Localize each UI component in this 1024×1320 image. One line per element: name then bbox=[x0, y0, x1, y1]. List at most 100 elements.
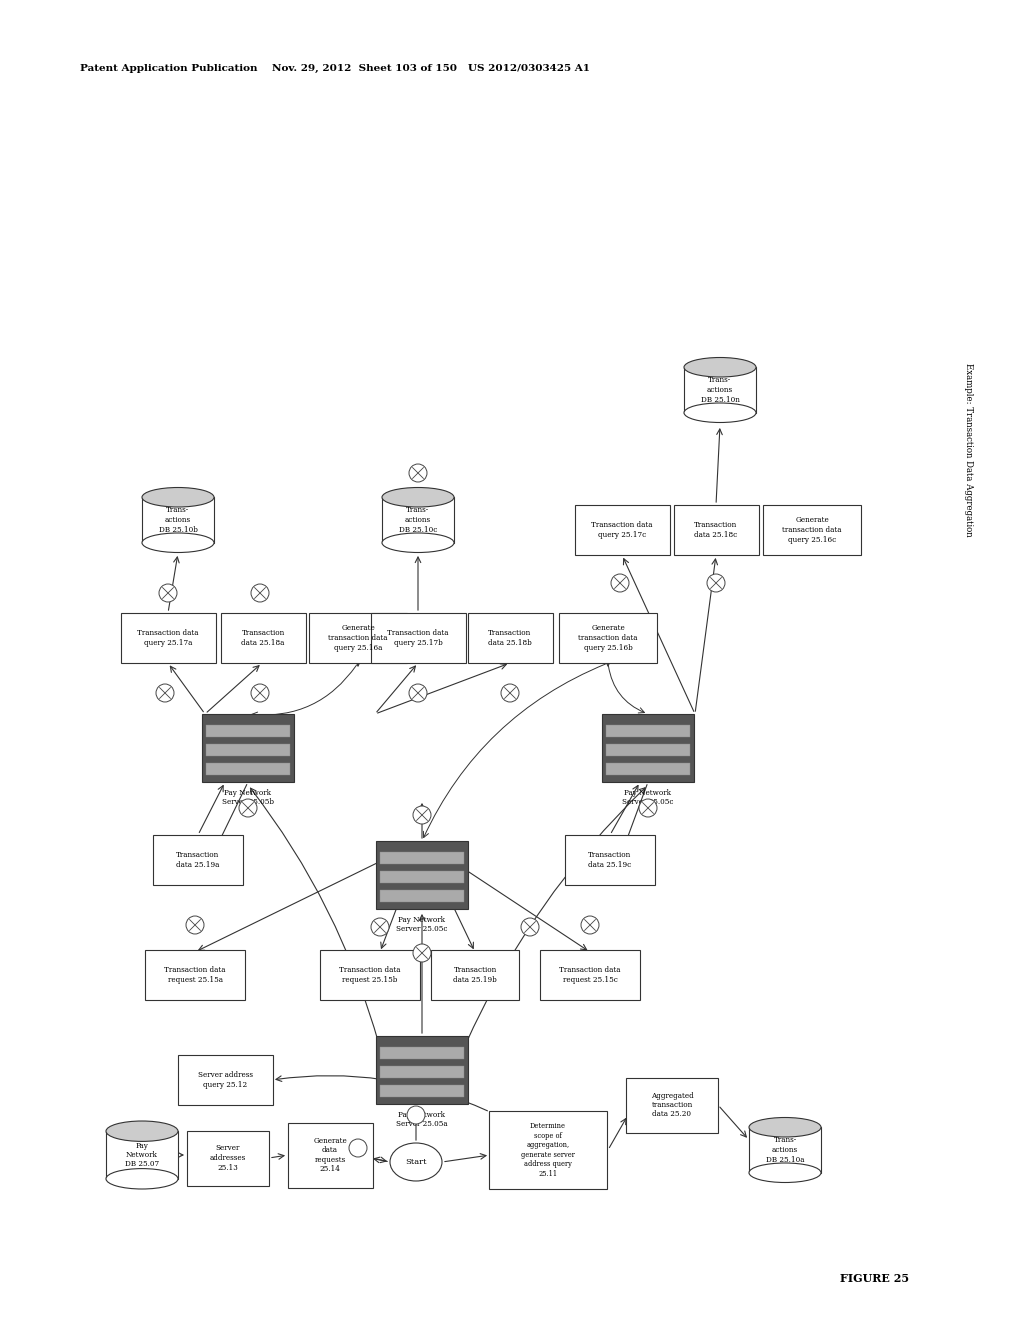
FancyBboxPatch shape bbox=[605, 763, 690, 775]
Text: Transaction data
query 25.17a: Transaction data query 25.17a bbox=[137, 630, 199, 647]
Polygon shape bbox=[106, 1131, 178, 1179]
FancyBboxPatch shape bbox=[565, 836, 655, 884]
Text: Pay Network
Server 25.05c: Pay Network Server 25.05c bbox=[623, 789, 674, 807]
Circle shape bbox=[639, 799, 657, 817]
FancyBboxPatch shape bbox=[468, 612, 553, 663]
Text: Aggregated
transaction
data 25.20: Aggregated transaction data 25.20 bbox=[650, 1092, 693, 1118]
Text: Trans-
actions
DB 25.10b: Trans- actions DB 25.10b bbox=[159, 507, 198, 533]
Circle shape bbox=[156, 684, 174, 702]
FancyBboxPatch shape bbox=[489, 1111, 607, 1189]
Text: Generate
transaction data
query 25.16a: Generate transaction data query 25.16a bbox=[329, 624, 388, 652]
FancyBboxPatch shape bbox=[206, 725, 291, 737]
FancyBboxPatch shape bbox=[605, 744, 690, 756]
Text: Server
addresses
25.13: Server addresses 25.13 bbox=[210, 1144, 246, 1172]
Ellipse shape bbox=[142, 533, 214, 553]
FancyBboxPatch shape bbox=[674, 506, 759, 554]
Text: Patent Application Publication    Nov. 29, 2012  Sheet 103 of 150   US 2012/0303: Patent Application Publication Nov. 29, … bbox=[80, 63, 590, 73]
Text: Server address
query 25.12: Server address query 25.12 bbox=[198, 1072, 253, 1089]
Circle shape bbox=[159, 583, 177, 602]
Text: Generate
transaction data
query 25.16c: Generate transaction data query 25.16c bbox=[782, 516, 842, 544]
FancyBboxPatch shape bbox=[206, 763, 291, 775]
Text: Transaction
data 25.18b: Transaction data 25.18b bbox=[488, 630, 531, 647]
FancyBboxPatch shape bbox=[605, 725, 690, 737]
Text: FIGURE 25: FIGURE 25 bbox=[840, 1272, 909, 1283]
Circle shape bbox=[501, 684, 519, 702]
FancyBboxPatch shape bbox=[540, 950, 640, 1001]
Text: Determine
scope of
aggregation,
generate server
address query
25.11: Determine scope of aggregation, generate… bbox=[521, 1122, 574, 1177]
Circle shape bbox=[581, 916, 599, 935]
Circle shape bbox=[409, 465, 427, 482]
Circle shape bbox=[407, 1106, 425, 1125]
FancyBboxPatch shape bbox=[602, 714, 694, 781]
Circle shape bbox=[413, 807, 431, 824]
Polygon shape bbox=[684, 367, 756, 413]
FancyBboxPatch shape bbox=[145, 950, 245, 1001]
Ellipse shape bbox=[106, 1168, 178, 1189]
Polygon shape bbox=[142, 498, 214, 543]
Circle shape bbox=[611, 574, 629, 591]
Text: Trans-
actions
DB 25.10c: Trans- actions DB 25.10c bbox=[398, 507, 437, 533]
Ellipse shape bbox=[382, 487, 454, 507]
Text: Trans-
actions
DB 25.10n: Trans- actions DB 25.10n bbox=[700, 376, 739, 404]
FancyBboxPatch shape bbox=[121, 612, 215, 663]
FancyBboxPatch shape bbox=[763, 506, 861, 554]
FancyBboxPatch shape bbox=[187, 1130, 269, 1185]
Ellipse shape bbox=[749, 1118, 821, 1137]
Circle shape bbox=[707, 574, 725, 591]
Ellipse shape bbox=[142, 487, 214, 507]
Circle shape bbox=[371, 917, 389, 936]
FancyBboxPatch shape bbox=[574, 506, 670, 554]
Text: Pay Network
Server 25.05c: Pay Network Server 25.05c bbox=[396, 916, 447, 933]
Text: Transaction data
query 25.17c: Transaction data query 25.17c bbox=[591, 521, 652, 539]
FancyBboxPatch shape bbox=[559, 612, 657, 663]
Ellipse shape bbox=[106, 1121, 178, 1142]
FancyBboxPatch shape bbox=[380, 1067, 464, 1078]
Ellipse shape bbox=[390, 1143, 442, 1181]
Text: Transaction data
request 25.15b: Transaction data request 25.15b bbox=[339, 966, 400, 983]
FancyBboxPatch shape bbox=[376, 1036, 468, 1104]
Text: Generate
data
requests
25.14: Generate data requests 25.14 bbox=[313, 1137, 347, 1173]
Text: Transaction
data 25.18c: Transaction data 25.18c bbox=[694, 521, 737, 539]
FancyBboxPatch shape bbox=[380, 890, 464, 902]
Text: Trans-
actions
DB 25.10a: Trans- actions DB 25.10a bbox=[766, 1137, 804, 1163]
FancyBboxPatch shape bbox=[380, 851, 464, 865]
FancyBboxPatch shape bbox=[153, 836, 243, 884]
FancyBboxPatch shape bbox=[206, 744, 291, 756]
FancyBboxPatch shape bbox=[376, 841, 468, 909]
Text: Transaction
data 25.19c: Transaction data 25.19c bbox=[589, 851, 632, 869]
FancyBboxPatch shape bbox=[202, 714, 294, 781]
Text: Generate
transaction data
query 25.16b: Generate transaction data query 25.16b bbox=[579, 624, 638, 652]
Text: Start: Start bbox=[406, 1158, 427, 1166]
FancyBboxPatch shape bbox=[309, 612, 407, 663]
Polygon shape bbox=[749, 1127, 821, 1172]
Circle shape bbox=[251, 583, 269, 602]
FancyBboxPatch shape bbox=[626, 1077, 718, 1133]
FancyBboxPatch shape bbox=[380, 1085, 464, 1097]
Circle shape bbox=[349, 1139, 367, 1158]
Circle shape bbox=[521, 917, 539, 936]
Circle shape bbox=[186, 916, 204, 935]
Text: Transaction data
request 25.15c: Transaction data request 25.15c bbox=[559, 966, 621, 983]
Circle shape bbox=[239, 799, 257, 817]
Text: Transaction data
query 25.17b: Transaction data query 25.17b bbox=[387, 630, 449, 647]
Text: Pay Network
Server 25.05a: Pay Network Server 25.05a bbox=[396, 1111, 447, 1129]
Text: Transaction
data 25.19b: Transaction data 25.19b bbox=[454, 966, 497, 983]
FancyBboxPatch shape bbox=[371, 612, 466, 663]
Ellipse shape bbox=[684, 403, 756, 422]
Circle shape bbox=[251, 684, 269, 702]
FancyBboxPatch shape bbox=[288, 1122, 373, 1188]
Text: Pay Network
Server 25.05b: Pay Network Server 25.05b bbox=[222, 789, 274, 807]
FancyBboxPatch shape bbox=[431, 950, 519, 1001]
Ellipse shape bbox=[749, 1163, 821, 1183]
Ellipse shape bbox=[684, 358, 756, 378]
FancyBboxPatch shape bbox=[380, 1047, 464, 1059]
Circle shape bbox=[409, 684, 427, 702]
FancyBboxPatch shape bbox=[220, 612, 305, 663]
Polygon shape bbox=[382, 498, 454, 543]
FancyBboxPatch shape bbox=[380, 871, 464, 883]
FancyBboxPatch shape bbox=[177, 1055, 272, 1105]
Text: Pay
Network
DB 25.07: Pay Network DB 25.07 bbox=[125, 1142, 159, 1168]
Circle shape bbox=[413, 944, 431, 962]
Text: Transaction data
request 25.15a: Transaction data request 25.15a bbox=[164, 966, 225, 983]
Text: Example: Transaction Data Aggregation: Example: Transaction Data Aggregation bbox=[964, 363, 973, 537]
